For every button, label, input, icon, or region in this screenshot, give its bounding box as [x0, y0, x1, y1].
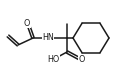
Text: HO: HO	[47, 56, 59, 65]
Text: O: O	[79, 56, 85, 65]
Text: HN: HN	[42, 33, 54, 43]
Text: O: O	[24, 18, 30, 28]
